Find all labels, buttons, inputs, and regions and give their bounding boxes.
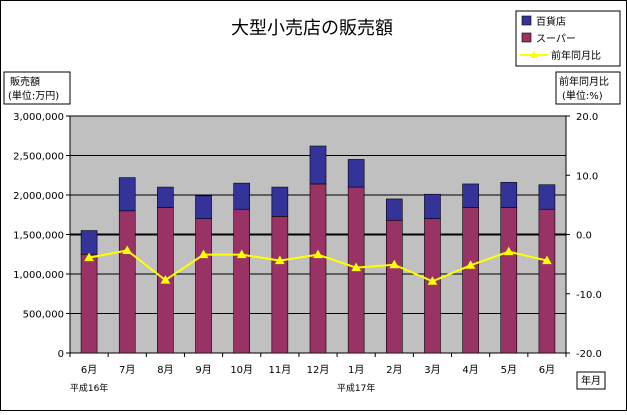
y-right-tick-label: 0.0 xyxy=(576,231,592,242)
chart-title: 大型小売店の販売額 xyxy=(231,18,393,39)
y-right-title-line2: (単位:%) xyxy=(562,89,603,102)
x-tick-label: 11月 xyxy=(268,364,291,376)
y-left-tick-label: 2,000,000 xyxy=(13,191,64,202)
x-tick-label: 8月 xyxy=(157,364,173,376)
bar-supermarket xyxy=(385,219,403,354)
bar-supermarket xyxy=(462,207,479,354)
y-right-tick-label: 20.0 xyxy=(576,112,598,123)
bar-department-store xyxy=(195,195,212,219)
line-series xyxy=(84,245,552,285)
yoy-point xyxy=(236,249,247,259)
y-left-tick-label: 1,500,000 xyxy=(13,231,64,242)
yoy-point xyxy=(160,275,171,284)
y-left-title-box xyxy=(3,71,71,105)
yoy-point xyxy=(84,252,94,262)
legend-swatch xyxy=(521,32,532,43)
bar-department-store xyxy=(462,183,479,208)
era-labels: 平成16年 平成17年 xyxy=(70,382,376,394)
legend-marker xyxy=(530,51,538,58)
bar-supermarket xyxy=(233,208,251,354)
y-right-tick-label: -20.0 xyxy=(576,349,602,360)
y-right-tick-label: -10.0 xyxy=(576,290,602,301)
bar-supermarket xyxy=(309,183,327,354)
y-left-ticks: 0 500,000 1,000,000 1,500,000 2,000,000 2,500… xyxy=(13,112,70,360)
x-ticks: 6月 7月 8月 9月 10月 11月 12月 1月 2月 3月 4月 5月 6月 xyxy=(69,353,567,376)
bar-supermarket xyxy=(500,207,518,354)
x-tick-label: 2月 xyxy=(386,364,402,376)
yoy-point xyxy=(198,249,209,259)
bar-department-store xyxy=(157,186,174,208)
x-tick-label: 1月 xyxy=(348,364,364,376)
y-right-title-box xyxy=(555,71,621,105)
y-left-tick-label: 500,000 xyxy=(23,310,64,321)
legend-label: 前年同月比 xyxy=(551,49,601,62)
y-right-tick-label: 10.0 xyxy=(576,171,598,182)
y-left-tick-label: 1,000,000 xyxy=(13,270,64,281)
bar-department-store xyxy=(424,193,441,220)
bar-department-store xyxy=(309,145,327,185)
y-right-title: 前年同月比 (単位:%) xyxy=(555,71,621,105)
x-tick-label: 4月 xyxy=(462,364,478,376)
bar-department-store xyxy=(538,184,556,210)
x-tick-label: 9月 xyxy=(195,364,211,376)
legend-swatch xyxy=(521,15,532,26)
x-tick-label: 5月 xyxy=(501,364,517,376)
x-tick-label: 10月 xyxy=(230,364,253,376)
yoy-point xyxy=(389,259,400,269)
bar-supermarket xyxy=(195,218,212,354)
bar-department-store xyxy=(118,177,136,212)
yoy-point xyxy=(313,249,323,259)
legend-label: スーパー xyxy=(536,33,576,45)
bar-supermarket xyxy=(80,253,98,354)
y-left-title: 販売額 (単位:万円) xyxy=(3,71,71,105)
bar-supermarket xyxy=(271,216,289,354)
x-axis-title: 年月 xyxy=(576,371,606,390)
x-axis-title-box xyxy=(576,371,606,390)
y-left-tick-label: 0 xyxy=(58,349,64,360)
bar-department-store xyxy=(385,198,403,221)
x-tick-label: 6月 xyxy=(539,364,555,376)
x-tick-label: 12月 xyxy=(307,364,330,376)
yoy-point xyxy=(274,255,285,265)
x-tick-label: 3月 xyxy=(424,364,440,376)
y-left-tick-label: 2,500,000 xyxy=(13,152,64,163)
legend-label: 百貨店 xyxy=(536,15,566,28)
y-left-title-line1: 販売額 xyxy=(10,75,40,88)
era-label: 平成16年 xyxy=(70,382,108,394)
y-left-title-line2: (単位:万円) xyxy=(8,89,59,102)
y-right-ticks: -20.0 -10.0 0.0 10.0 20.0 xyxy=(566,112,602,360)
bar-department-store xyxy=(233,182,251,210)
yoy-point xyxy=(427,276,438,285)
yoy-point xyxy=(503,246,514,256)
x-axis-title-text: 年月 xyxy=(581,374,601,387)
era-label: 平成17年 xyxy=(337,382,375,394)
yoy-point xyxy=(122,245,133,254)
yoy-point xyxy=(351,262,362,272)
bar-department-store xyxy=(80,230,98,255)
y-right-title-line1: 前年同月比 xyxy=(559,75,609,88)
bar-department-store xyxy=(271,186,289,217)
x-tick-label: 6月 xyxy=(81,364,97,376)
bar-supermarket xyxy=(538,208,556,354)
yoy-point xyxy=(465,260,476,269)
y-left-tick-label: 3,000,000 xyxy=(13,112,64,123)
x-tick-label: 7月 xyxy=(119,364,135,376)
bar-supermarket xyxy=(118,210,136,354)
yoy-point xyxy=(542,255,552,265)
bar-department-store xyxy=(500,182,518,208)
bar-supermarket xyxy=(424,218,441,354)
bar-department-store xyxy=(347,159,365,188)
